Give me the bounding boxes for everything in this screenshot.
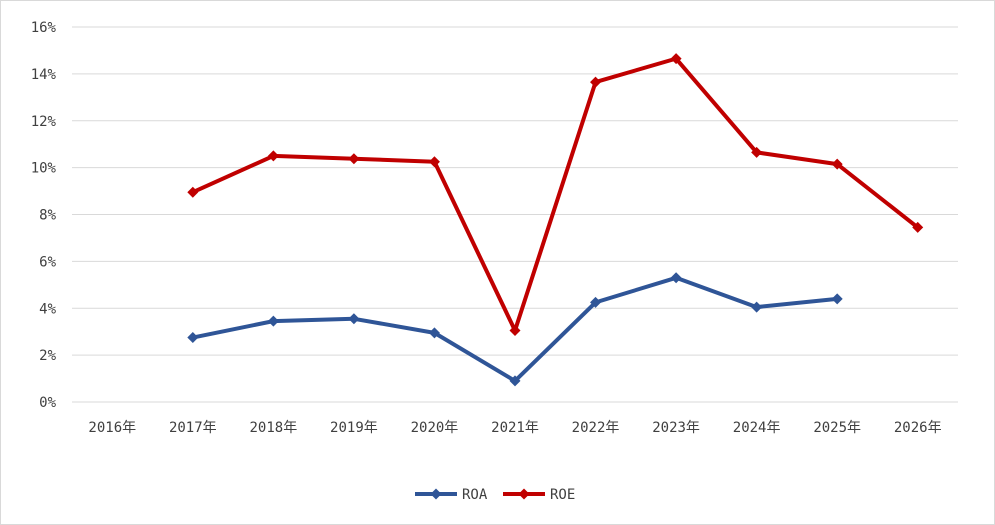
data-point (187, 332, 199, 344)
x-tick-label: 2022年 (572, 420, 620, 436)
data-point (267, 150, 279, 162)
data-point (670, 53, 682, 65)
y-tick-label: 6% (39, 254, 56, 270)
x-axis-ticks: 2016年 2017年 2018年 2019年 2020年 2021年 2022年 2023年… (88, 420, 941, 436)
legend-swatch-marker (518, 488, 530, 500)
data-point (428, 156, 440, 168)
y-tick-label: 16% (31, 20, 57, 36)
data-point (509, 375, 521, 387)
data-point (509, 325, 521, 337)
legend-label: ROA (462, 487, 488, 503)
y-tick-label: 4% (39, 301, 56, 317)
data-point (348, 313, 360, 325)
data-point (590, 296, 602, 308)
data-point (831, 158, 843, 170)
legend: ROA ROE (415, 487, 575, 503)
x-tick-label: 2024年 (733, 420, 781, 436)
data-point (590, 76, 602, 88)
y-tick-label: 2% (39, 348, 56, 364)
x-tick-label: 2026年 (894, 420, 942, 436)
x-tick-label: 2017年 (169, 420, 217, 436)
x-tick-label: 2023年 (652, 420, 700, 436)
data-point (428, 327, 440, 339)
data-point (831, 293, 843, 305)
series-line-roe (190, 56, 920, 333)
y-axis-ticks: 0% 2% 4% 6% 8% 10% 12% 14% 16% (31, 20, 57, 411)
x-tick-label: 2018年 (250, 420, 298, 436)
legend-item-roe: ROE (503, 487, 575, 503)
data-point (751, 146, 763, 158)
series-roe (187, 53, 924, 337)
series-lines (187, 53, 924, 387)
x-tick-label: 2021年 (491, 420, 539, 436)
data-point (348, 153, 360, 165)
data-point (751, 301, 763, 313)
gridlines (72, 26, 958, 403)
x-tick-label: 2019年 (330, 420, 378, 436)
y-tick-label: 14% (31, 67, 57, 83)
x-tick-label: 2025年 (813, 420, 861, 436)
data-point (187, 186, 199, 198)
x-tick-label: 2020年 (411, 420, 459, 436)
legend-item-roa: ROA (415, 487, 488, 503)
y-tick-label: 10% (31, 161, 57, 177)
x-tick-label: 2016年 (88, 420, 136, 436)
y-tick-label: 8% (39, 208, 56, 224)
data-point (912, 221, 924, 233)
data-point (670, 272, 682, 284)
y-tick-label: 12% (31, 114, 57, 130)
y-tick-label: 0% (39, 395, 56, 411)
series-roa (187, 272, 843, 387)
legend-swatch-marker (430, 488, 442, 500)
legend-label: ROE (550, 487, 575, 503)
data-point (267, 315, 279, 327)
